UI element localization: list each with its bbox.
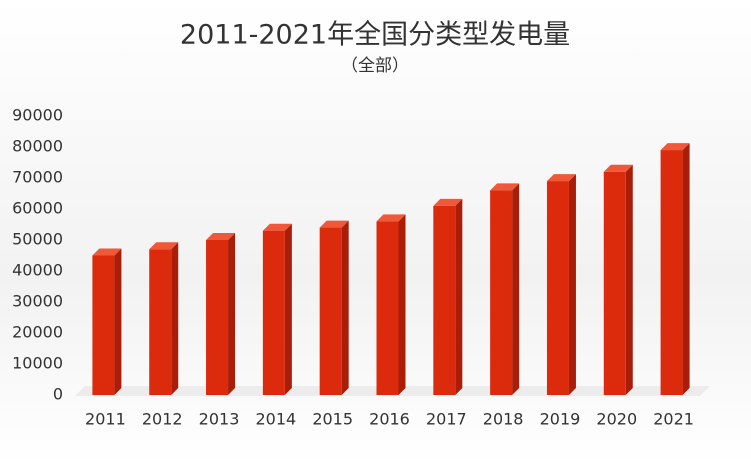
bar-top xyxy=(490,183,520,191)
bar-top xyxy=(92,248,122,256)
x-tick-label: 2012 xyxy=(142,410,183,429)
bar xyxy=(660,150,683,395)
y-tick-label: 60000 xyxy=(12,199,63,218)
bar-side xyxy=(341,220,349,395)
bar-side xyxy=(568,174,576,395)
x-tick-label: 2015 xyxy=(312,410,353,429)
bar-top xyxy=(376,214,406,222)
y-tick-label: 30000 xyxy=(12,292,63,311)
bar xyxy=(149,249,172,395)
bar-top xyxy=(262,223,292,231)
bar xyxy=(92,255,115,395)
bar-top xyxy=(319,220,349,228)
bar-side xyxy=(455,198,463,395)
bar-side xyxy=(228,233,236,395)
x-tick-label: 2019 xyxy=(540,410,581,429)
bar xyxy=(433,205,456,395)
bar-side xyxy=(512,183,520,395)
y-tick-label: 0 xyxy=(53,385,63,404)
bar-side xyxy=(625,164,633,395)
x-tick-label: 2013 xyxy=(199,410,240,429)
bar-top xyxy=(149,242,179,250)
y-tick-label: 20000 xyxy=(12,323,63,342)
y-tick-label: 40000 xyxy=(12,261,63,280)
bar xyxy=(603,171,626,395)
chart-title: 2011-2021年全国分类型发电量 xyxy=(180,20,570,51)
bar xyxy=(376,221,399,395)
bar xyxy=(546,181,569,395)
y-tick-label: 70000 xyxy=(12,168,63,187)
bar-side xyxy=(398,214,406,395)
bar-top xyxy=(603,164,633,172)
y-tick-label: 80000 xyxy=(12,137,63,156)
y-tick-label: 10000 xyxy=(12,354,63,373)
bar xyxy=(206,240,229,395)
bar xyxy=(319,227,342,395)
x-tick-label: 2011 xyxy=(85,410,126,429)
x-tick-label: 2014 xyxy=(256,410,297,429)
bar-top xyxy=(546,174,576,182)
bar-top xyxy=(433,198,463,206)
bar xyxy=(262,230,285,395)
chart-subtitle: （全部） xyxy=(341,56,409,76)
bar xyxy=(490,190,513,395)
x-tick-label: 2017 xyxy=(426,410,467,429)
x-tick-label: 2016 xyxy=(369,410,410,429)
bar-side xyxy=(682,143,690,395)
y-tick-label: 90000 xyxy=(12,106,63,125)
x-tick-label: 2021 xyxy=(653,410,694,429)
bar-side xyxy=(114,248,122,395)
bar-side xyxy=(171,242,179,395)
bar-top xyxy=(206,233,236,240)
x-tick-label: 2018 xyxy=(483,410,524,429)
bar-side xyxy=(284,223,292,395)
x-tick-label: 2020 xyxy=(596,410,637,429)
bar-top xyxy=(660,143,690,151)
y-tick-label: 50000 xyxy=(12,230,63,249)
